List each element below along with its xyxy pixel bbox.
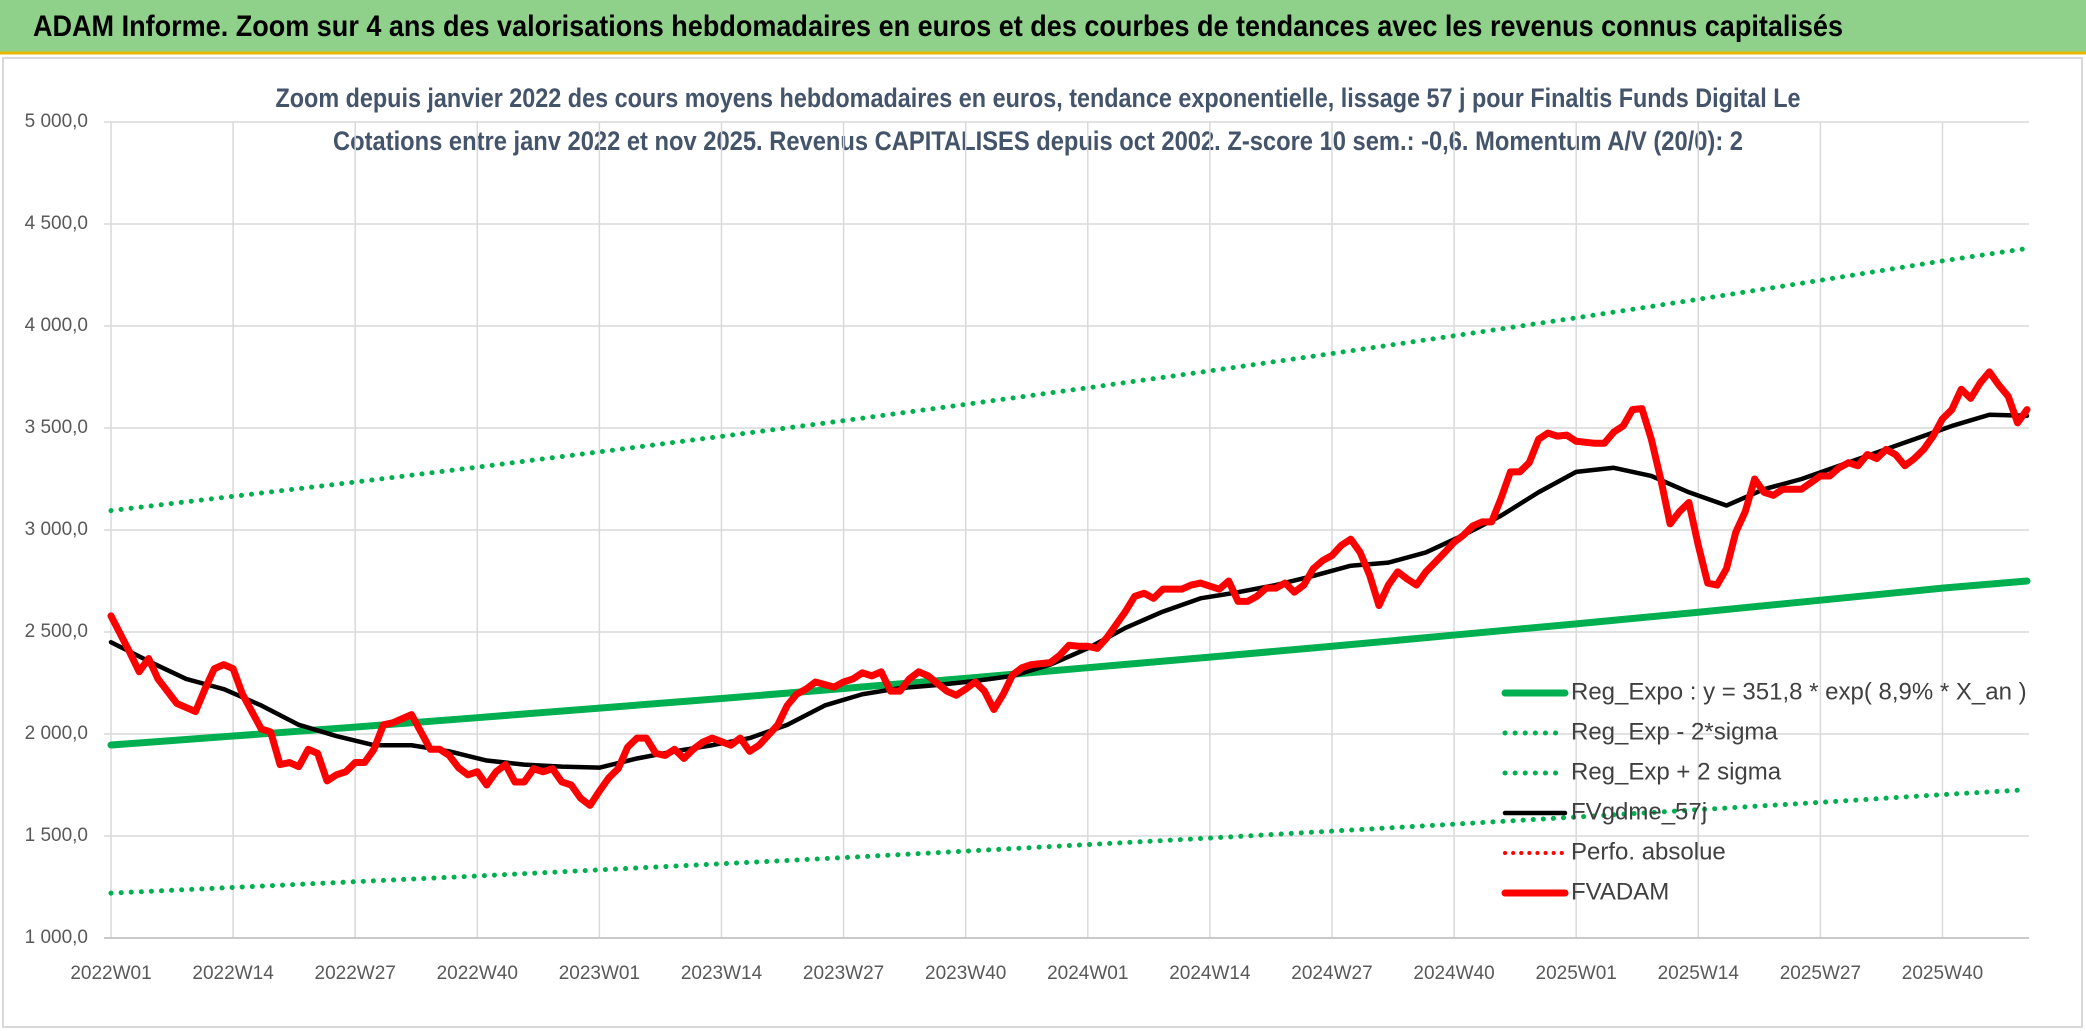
series-line: [108, 787, 2030, 896]
chart-title: Zoom depuis janvier 2022 des cours moyen…: [276, 83, 1801, 113]
x-tick-label: 2023W27: [803, 963, 884, 984]
x-tick-label: 2024W01: [1047, 963, 1128, 984]
x-tick-label: 2022W27: [315, 963, 396, 984]
legend-label: Perfo. absolue: [1571, 838, 1726, 865]
legend-label: Reg_Exp - 2*sigma: [1571, 718, 1778, 745]
x-tick-label: 2024W14: [1169, 963, 1251, 984]
x-tick-label: 2023W14: [681, 963, 763, 984]
x-tick-label: 2024W27: [1291, 963, 1372, 984]
chart-area: [2, 57, 2083, 1028]
y-tick-label: 5 000,0: [25, 111, 88, 132]
y-tick-label: 2 000,0: [25, 723, 88, 744]
legend-label: FVADAM: [1571, 878, 1669, 905]
legend-label: FVgdme_57j: [1571, 798, 1707, 825]
y-tick-label: 1 000,0: [25, 927, 88, 948]
x-tick-label: 2025W01: [1536, 963, 1617, 984]
y-tick-label: 1 500,0: [25, 825, 88, 846]
x-tick-label: 2022W01: [70, 963, 151, 984]
x-tick-label: 2025W27: [1780, 963, 1861, 984]
series-line: [107, 368, 2031, 809]
y-tick-label: 3 500,0: [25, 417, 88, 438]
y-tick-label: 2 500,0: [25, 621, 88, 642]
header-bar: [0, 0, 2086, 52]
x-tick-label: 2024W40: [1413, 963, 1494, 984]
x-tick-label: 2025W14: [1658, 963, 1740, 984]
series-line: [107, 577, 2031, 749]
x-tick-label: 2022W14: [192, 963, 274, 984]
x-tick-label: 2023W01: [559, 963, 640, 984]
header-title: ADAM Informe. Zoom sur 4 ans des valoris…: [33, 10, 1843, 43]
x-tick-label: 2025W40: [1902, 963, 1983, 984]
legend-label: Reg_Exp + 2 sigma: [1571, 758, 1782, 785]
legend-label: Reg_Expo : y = 351,8 * exp( 8,9% * X_an …: [1571, 678, 2027, 705]
chart-subtitle: Cotations entre janv 2022 et nov 2025. R…: [333, 126, 1743, 156]
x-tick-label: 2023W40: [925, 963, 1006, 984]
x-tick-label: 2022W40: [437, 963, 518, 984]
y-tick-label: 4 500,0: [25, 213, 88, 234]
y-tick-label: 3 000,0: [25, 519, 88, 540]
y-tick-label: 4 000,0: [25, 315, 88, 336]
